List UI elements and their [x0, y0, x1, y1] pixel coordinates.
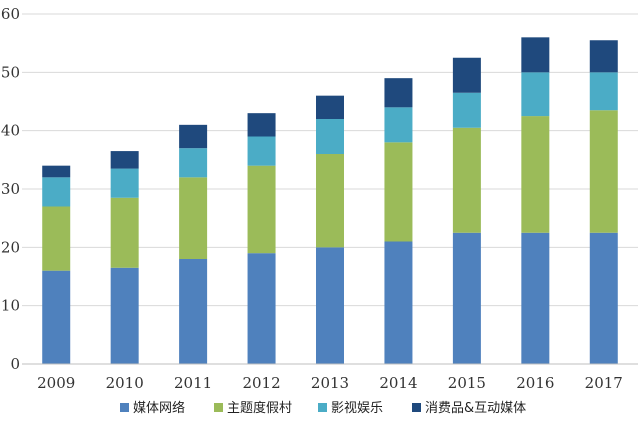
bar-segment	[110, 168, 139, 198]
bar-segment	[110, 197, 139, 268]
bar-segment	[521, 232, 550, 364]
x-tick-label: 2015	[448, 374, 486, 392]
bar-segment	[42, 206, 71, 271]
bar-segment	[316, 119, 344, 154]
y-tick-label: 60	[1, 5, 20, 23]
bar-segment	[452, 92, 481, 128]
bars	[42, 37, 618, 364]
bar-segment	[589, 72, 618, 111]
bar-segment	[384, 78, 413, 108]
bar-segment	[316, 247, 344, 364]
bar-segment	[247, 136, 276, 166]
bar-segment	[589, 110, 618, 233]
bar-segment	[521, 37, 550, 73]
y-tick-label: 50	[1, 63, 20, 81]
legend-label: 主题度假村	[227, 400, 292, 416]
x-tick-label: 2014	[379, 374, 417, 392]
bar-segment	[42, 165, 71, 178]
legend-label: 消费品&互动媒体	[425, 401, 526, 416]
y-tick-label: 0	[10, 355, 20, 373]
bar-segment	[110, 267, 139, 364]
bar-segment	[110, 151, 139, 169]
y-tick-label: 10	[1, 297, 20, 315]
bar-segment	[247, 113, 276, 137]
y-tick-label: 30	[1, 180, 20, 198]
legend: 媒体网络 主题度假村 影视娱乐 消费品&互动媒体	[120, 400, 526, 416]
legend-swatch	[412, 403, 421, 412]
legend-swatch	[120, 403, 129, 412]
x-tick-label: 2009	[37, 374, 75, 392]
bar-segment	[521, 72, 550, 117]
x-tick-label: 2011	[174, 374, 212, 392]
bar-segment	[316, 95, 344, 119]
y-axis-ticks: 0 10 20 30 40 50 60	[1, 5, 20, 373]
y-tick-label: 40	[1, 122, 20, 140]
bar-segment	[42, 177, 71, 207]
x-tick-label: 2016	[516, 374, 554, 392]
legend-label: 影视娱乐	[331, 401, 383, 416]
bar-segment	[179, 177, 208, 259]
bar-segment	[521, 116, 550, 233]
x-tick-label: 2017	[585, 374, 623, 392]
bar-segment	[42, 270, 71, 364]
bar-segment	[384, 241, 413, 364]
legend-swatch	[214, 403, 223, 412]
bar-segment	[589, 40, 618, 73]
x-tick-label: 2010	[106, 374, 144, 392]
x-axis-ticks: 2009 2010 2011 2012 2013 2014 2015 2016 2017	[37, 374, 623, 392]
bar-segment	[384, 142, 413, 242]
legend-label: 媒体网络	[133, 400, 185, 416]
bar-segment	[452, 127, 481, 233]
bar-segment	[316, 154, 344, 248]
bar-segment	[179, 148, 208, 178]
legend-swatch	[318, 403, 327, 412]
bar-segment	[452, 57, 481, 93]
bar-segment	[452, 232, 481, 364]
bar-segment	[384, 107, 413, 143]
x-tick-label: 2012	[242, 374, 280, 392]
bar-segment	[179, 124, 208, 149]
y-tick-label: 20	[1, 238, 20, 256]
bar-segment	[179, 259, 208, 364]
bar-segment	[589, 232, 618, 364]
bar-segment	[247, 165, 276, 254]
x-tick-label: 2013	[311, 374, 349, 392]
bar-segment	[247, 253, 276, 364]
